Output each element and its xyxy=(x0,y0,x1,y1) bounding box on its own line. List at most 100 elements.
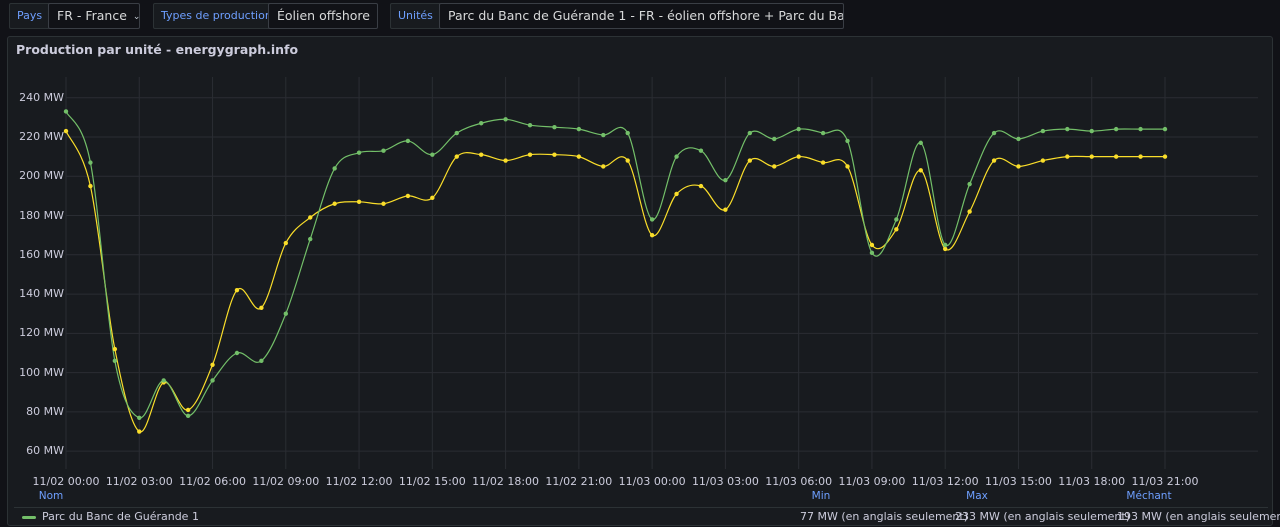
stat-label-name[interactable]: Nom xyxy=(38,490,64,502)
country-select[interactable]: FR - France ⌄ xyxy=(48,3,140,29)
data-point xyxy=(991,130,997,136)
data-point xyxy=(967,209,972,214)
data-point xyxy=(308,215,313,220)
data-point xyxy=(772,164,777,169)
x-tick-label: 11/03 09:00 xyxy=(838,475,906,488)
data-point xyxy=(478,152,484,157)
production-type-select[interactable]: Éolien offshore ⌄ xyxy=(268,3,378,29)
data-point xyxy=(1162,154,1168,159)
data-point xyxy=(1138,126,1143,132)
data-point xyxy=(137,415,142,420)
data-point xyxy=(1089,154,1094,159)
data-point xyxy=(918,140,923,146)
series-color-swatch xyxy=(22,516,36,519)
data-point xyxy=(918,168,923,173)
x-tick-label: 11/02 21:00 xyxy=(545,475,613,488)
country-filter-label: Pays xyxy=(9,3,51,29)
data-point xyxy=(88,183,93,189)
stat-label-min[interactable]: Min xyxy=(811,490,831,502)
x-tick-label: 11/03 15:00 xyxy=(985,475,1052,488)
y-tick-label: 200 MW xyxy=(19,169,64,183)
x-tick-label: 11/03 21:00 xyxy=(1131,475,1199,488)
data-point xyxy=(1065,154,1070,159)
x-tick-label: 11/03 12:00 xyxy=(911,475,979,488)
y-tick-label: 60 MW xyxy=(26,444,64,458)
country-select-value: FR - France xyxy=(57,8,127,23)
data-point xyxy=(820,160,826,165)
data-point xyxy=(356,150,362,155)
data-point xyxy=(991,158,997,163)
data-point xyxy=(185,407,191,413)
data-point xyxy=(845,138,850,144)
data-point xyxy=(772,136,777,142)
x-tick-label: 11/03 18:00 xyxy=(1058,475,1126,488)
data-point xyxy=(259,305,264,311)
data-point xyxy=(503,158,508,163)
x-tick-label: 11/02 15:00 xyxy=(398,475,466,488)
data-point xyxy=(454,154,459,159)
data-point xyxy=(723,207,728,212)
data-point xyxy=(723,177,728,183)
data-point xyxy=(405,138,411,144)
data-point xyxy=(1016,136,1021,142)
chart-grid xyxy=(65,77,1258,469)
panel-title[interactable]: Production par unité - energygraph.info xyxy=(16,42,299,57)
data-point xyxy=(894,217,899,222)
data-point xyxy=(63,109,69,114)
stat-label-mean[interactable]: Méchant xyxy=(1126,490,1172,502)
data-point xyxy=(1040,158,1046,163)
data-point xyxy=(259,358,264,364)
production-type-filter-label: Types de production xyxy=(153,3,280,29)
data-point xyxy=(943,246,948,252)
production-chart[interactable] xyxy=(8,37,1274,527)
data-point xyxy=(601,132,606,138)
data-point xyxy=(1138,154,1143,159)
data-point xyxy=(332,166,337,171)
series-line-0 xyxy=(65,111,1165,419)
data-point xyxy=(576,154,582,159)
data-point xyxy=(649,217,655,222)
data-point xyxy=(1040,128,1046,134)
data-point xyxy=(869,250,875,256)
data-point xyxy=(454,130,459,136)
data-point xyxy=(161,378,166,383)
data-point xyxy=(478,121,484,126)
data-point xyxy=(796,126,801,132)
data-point xyxy=(698,148,704,153)
data-point xyxy=(185,413,191,419)
chevron-down-icon: ⌄ xyxy=(376,5,377,28)
data-point xyxy=(381,201,386,206)
data-point xyxy=(283,240,288,246)
data-point xyxy=(503,117,508,122)
data-point xyxy=(210,378,215,383)
units-select[interactable]: Parc du Banc de Guérande 1 - FR - éolien… xyxy=(439,3,844,29)
legend-series-name[interactable]: Parc du Banc de Guérande 1 xyxy=(42,510,199,523)
data-point xyxy=(820,130,826,136)
legend-max-value: 233 MW (en anglais seulement) xyxy=(955,510,1131,523)
data-point xyxy=(698,183,704,189)
data-point xyxy=(137,429,142,434)
legend-row[interactable]: Parc du Banc de Guérande 1 77 MW (en ang… xyxy=(14,507,1280,525)
data-point xyxy=(430,152,435,157)
legend-mean-value: 193 MW (en anglais seulement) xyxy=(1117,510,1280,523)
data-point xyxy=(1089,128,1094,134)
stat-label-max[interactable]: Max xyxy=(966,490,988,502)
data-point xyxy=(234,350,240,356)
y-tick-label: 240 MW xyxy=(19,90,64,104)
data-point xyxy=(1113,126,1119,132)
data-point xyxy=(625,158,630,163)
x-tick-label: 11/02 12:00 xyxy=(325,475,393,488)
y-tick-label: 140 MW xyxy=(19,287,64,301)
data-point xyxy=(234,287,240,293)
y-tick-label: 120 MW xyxy=(19,326,64,340)
data-point xyxy=(1016,164,1021,169)
x-tick-label: 11/02 00:00 xyxy=(32,475,100,488)
filter-toolbar: Pays FR - France ⌄ Types de production Éo… xyxy=(0,0,1280,34)
data-point xyxy=(796,154,801,159)
production-panel: Production par unité - energygraph.info … xyxy=(7,36,1280,527)
x-tick-label: 11/02 03:00 xyxy=(105,475,173,488)
data-point xyxy=(1113,154,1119,159)
y-tick-label: 160 MW xyxy=(19,247,64,261)
data-point xyxy=(88,160,93,165)
x-tick-label: 11/02 09:00 xyxy=(252,475,320,488)
